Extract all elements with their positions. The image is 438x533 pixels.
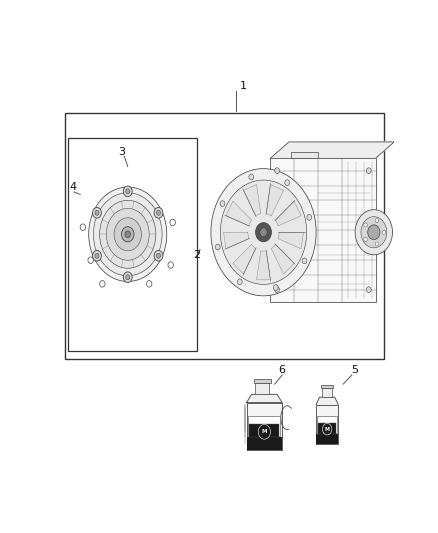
Circle shape — [364, 237, 367, 241]
Circle shape — [95, 253, 99, 258]
Bar — [322, 388, 332, 397]
Bar — [247, 438, 282, 450]
Polygon shape — [266, 184, 283, 216]
Text: 4: 4 — [69, 182, 76, 192]
Circle shape — [368, 225, 380, 240]
Circle shape — [80, 224, 85, 230]
Circle shape — [170, 219, 175, 226]
Circle shape — [215, 244, 220, 250]
Circle shape — [361, 216, 387, 248]
Circle shape — [375, 242, 379, 246]
Bar — [248, 416, 280, 435]
Circle shape — [125, 231, 131, 238]
Circle shape — [124, 186, 132, 197]
Bar — [65, 113, 384, 359]
Polygon shape — [276, 201, 301, 225]
Bar — [321, 385, 333, 388]
Circle shape — [364, 223, 367, 227]
Circle shape — [249, 174, 254, 180]
Polygon shape — [272, 245, 294, 274]
Circle shape — [275, 168, 279, 174]
Polygon shape — [270, 142, 394, 158]
Circle shape — [260, 228, 267, 237]
Circle shape — [302, 258, 307, 264]
Circle shape — [220, 201, 225, 206]
Circle shape — [88, 257, 93, 263]
Circle shape — [258, 424, 271, 439]
Circle shape — [237, 279, 242, 285]
Circle shape — [322, 423, 332, 435]
Circle shape — [99, 280, 105, 287]
Polygon shape — [257, 251, 270, 280]
Bar — [270, 158, 375, 302]
Circle shape — [275, 287, 279, 293]
Circle shape — [92, 207, 101, 218]
Polygon shape — [233, 245, 256, 274]
Circle shape — [88, 187, 167, 281]
Circle shape — [124, 272, 132, 282]
Polygon shape — [316, 405, 338, 443]
Polygon shape — [223, 232, 249, 249]
Circle shape — [146, 280, 152, 287]
Circle shape — [126, 189, 130, 194]
Text: M: M — [261, 429, 267, 434]
Circle shape — [211, 168, 316, 296]
Bar — [316, 434, 338, 443]
Text: 6: 6 — [278, 365, 285, 375]
Circle shape — [92, 251, 101, 261]
Bar — [291, 152, 318, 158]
Circle shape — [256, 223, 272, 242]
Circle shape — [106, 208, 149, 260]
Circle shape — [382, 230, 386, 235]
Polygon shape — [316, 397, 338, 405]
Circle shape — [375, 219, 379, 223]
Bar — [68, 138, 197, 351]
Text: 1: 1 — [240, 80, 247, 91]
Circle shape — [156, 211, 161, 215]
Bar — [254, 379, 271, 383]
Polygon shape — [226, 201, 251, 225]
Circle shape — [220, 180, 307, 285]
Circle shape — [307, 215, 311, 220]
Circle shape — [285, 180, 290, 185]
Circle shape — [156, 253, 161, 258]
Circle shape — [114, 218, 141, 251]
Circle shape — [95, 211, 99, 215]
Text: M: M — [325, 426, 330, 432]
Circle shape — [126, 275, 130, 280]
Polygon shape — [247, 394, 282, 402]
Bar — [318, 416, 337, 433]
Bar — [249, 424, 279, 437]
Bar — [318, 423, 336, 434]
Circle shape — [355, 209, 392, 255]
Circle shape — [366, 168, 371, 174]
Polygon shape — [247, 402, 282, 450]
Circle shape — [93, 193, 162, 276]
Text: 2: 2 — [193, 250, 200, 260]
Polygon shape — [278, 232, 304, 249]
Circle shape — [273, 285, 278, 290]
Text: 5: 5 — [351, 365, 358, 375]
Text: 3: 3 — [118, 147, 125, 157]
Circle shape — [168, 262, 173, 268]
Circle shape — [154, 251, 163, 261]
Circle shape — [366, 287, 371, 293]
Polygon shape — [244, 184, 261, 216]
Circle shape — [154, 207, 163, 218]
Circle shape — [121, 227, 134, 242]
Bar — [255, 383, 269, 394]
Circle shape — [99, 200, 156, 268]
